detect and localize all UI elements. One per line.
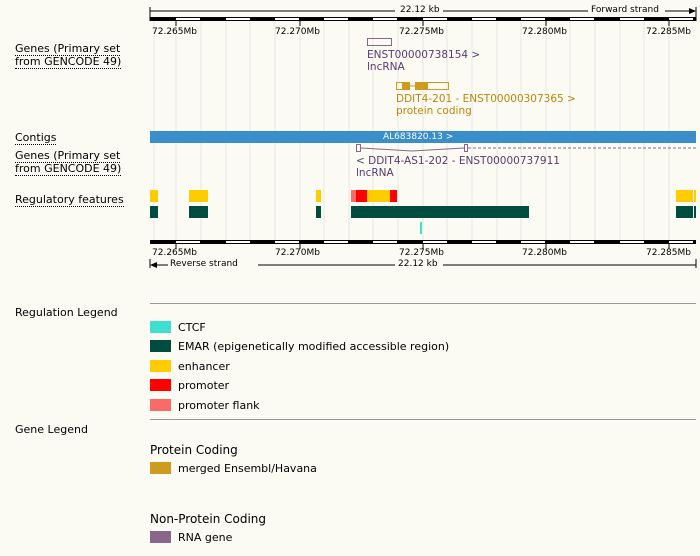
legend-label-promoter: promoter [178,379,230,392]
legend-label-ctcf: CTCF [178,321,206,334]
legend-label-rna-gene: RNA gene [178,531,233,544]
ddit4-as1-transcript[interactable] [356,144,697,152]
promoter-flank-swatch [150,399,171,411]
tick-label: 72.265Mb [152,27,197,37]
lncrna-transcript-fwd[interactable] [367,38,392,46]
promoter-swatch [150,379,171,391]
tick-label: 72.270Mb [275,27,320,37]
contig-bar[interactable] [150,131,696,143]
track-label-contigs[interactable]: Contigs [15,131,57,145]
tick-label: 72.275Mb [399,248,444,258]
enhancer-swatch [150,360,171,372]
non-protein-coding-heading: Non-Protein Coding [150,512,267,526]
tick-label: 72.285Mb [646,248,691,258]
legend-label-promoter-flank: promoter flank [178,399,260,412]
top-span-label: 22.12 kb [398,5,442,15]
ctcf-swatch [150,321,171,333]
ddit4-transcript[interactable] [396,82,449,90]
ddit4-as1-label[interactable]: < DDIT4-AS1-202 - ENST00000737911 lncRNA [356,155,560,179]
grid-lines [153,20,670,240]
tick-label: 72.280Mb [522,248,567,258]
regulatory-features[interactable] [150,190,696,234]
rna-gene-swatch [150,531,171,543]
track-label-genes-reverse[interactable]: Genes (Primary set from GENCODE 49) [15,149,122,176]
tick-label: 72.285Mb [646,27,691,37]
track-label-genes-forward[interactable]: Genes (Primary set from GENCODE 49) [15,42,122,69]
legend-label-enhancer: enhancer [178,360,230,373]
contig-label[interactable]: AL683820.13 > [383,132,454,142]
genome-browser-view[interactable] [0,0,700,285]
tick-label: 72.275Mb [399,27,444,37]
tick-label: 72.280Mb [522,27,567,37]
reverse-strand-label: Reverse strand [170,259,238,269]
protein-coding-heading: Protein Coding [150,443,238,457]
ddit4-label[interactable]: DDIT4-201 - ENST00000307365 > protein co… [396,93,576,117]
divider [150,303,696,304]
tick-label: 72.265Mb [152,248,197,258]
track-label-regulatory[interactable]: Regulatory features [15,193,124,207]
legend-label-merged: merged Ensembl/Havana [178,462,317,475]
emar-swatch [150,340,171,352]
gene-legend-title: Gene Legend [15,423,88,436]
forward-strand-label: Forward strand [591,5,659,15]
bottom-ruler [149,240,697,268]
lncrna-label[interactable]: ENST00000738154 > lncRNA [367,49,481,73]
legend-label-emar: EMAR (epigenetically modified accessible… [178,340,450,353]
bottom-span-label: 22.12 kb [398,259,438,269]
divider [150,419,696,420]
top-ruler [149,7,697,26]
merged-ensembl-swatch [150,462,171,474]
tick-label: 72.270Mb [275,248,320,258]
regulation-legend-title: Regulation Legend [15,306,118,319]
